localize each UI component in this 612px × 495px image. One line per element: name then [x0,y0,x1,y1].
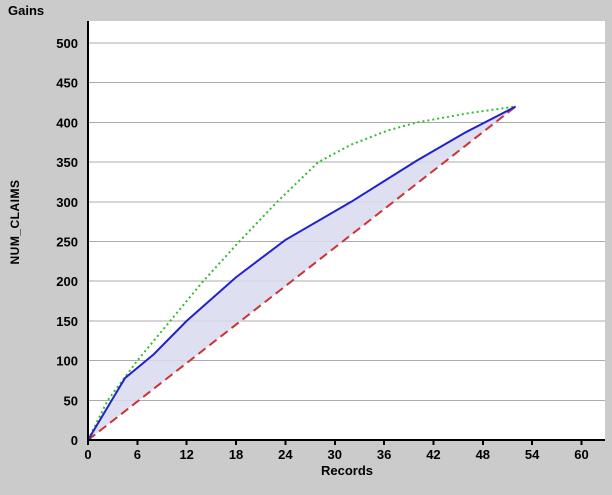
y-tick-label: 100 [56,354,78,369]
y-tick-label: 50 [64,393,78,408]
y-tick-label: 500 [56,36,78,51]
x-tick-label: 6 [134,447,141,462]
series-model-blue-solid [87,105,517,441]
x-tick-label: 48 [476,447,490,462]
x-tick-label: 0 [84,447,91,462]
y-tick-label: 400 [56,115,78,130]
x-axis-label: Records [320,463,374,478]
x-tick-label: 18 [229,447,243,462]
y-tick-label: 250 [56,235,78,250]
gains-fill-area [88,106,516,441]
x-tick-label: 24 [278,447,293,462]
x-tick-label: 12 [179,447,193,462]
chart-title: Gains [8,3,45,18]
series-best-green-dotted [87,105,516,441]
x-tick-label: 60 [574,447,588,462]
series-baseline-red-dashed [87,105,517,441]
y-tick-label: 350 [56,155,78,170]
y-tick-label: 150 [56,314,78,329]
y-tick-label: 200 [56,274,78,289]
x-tick-label: 42 [426,447,440,462]
y-tick-label: 450 [56,76,78,91]
x-tick-label: 36 [377,447,391,462]
x-tick-label: 54 [525,447,540,462]
y-tick-label: 0 [71,433,78,448]
x-tick-label: 30 [328,447,342,462]
y-tick-label: 300 [56,195,78,210]
